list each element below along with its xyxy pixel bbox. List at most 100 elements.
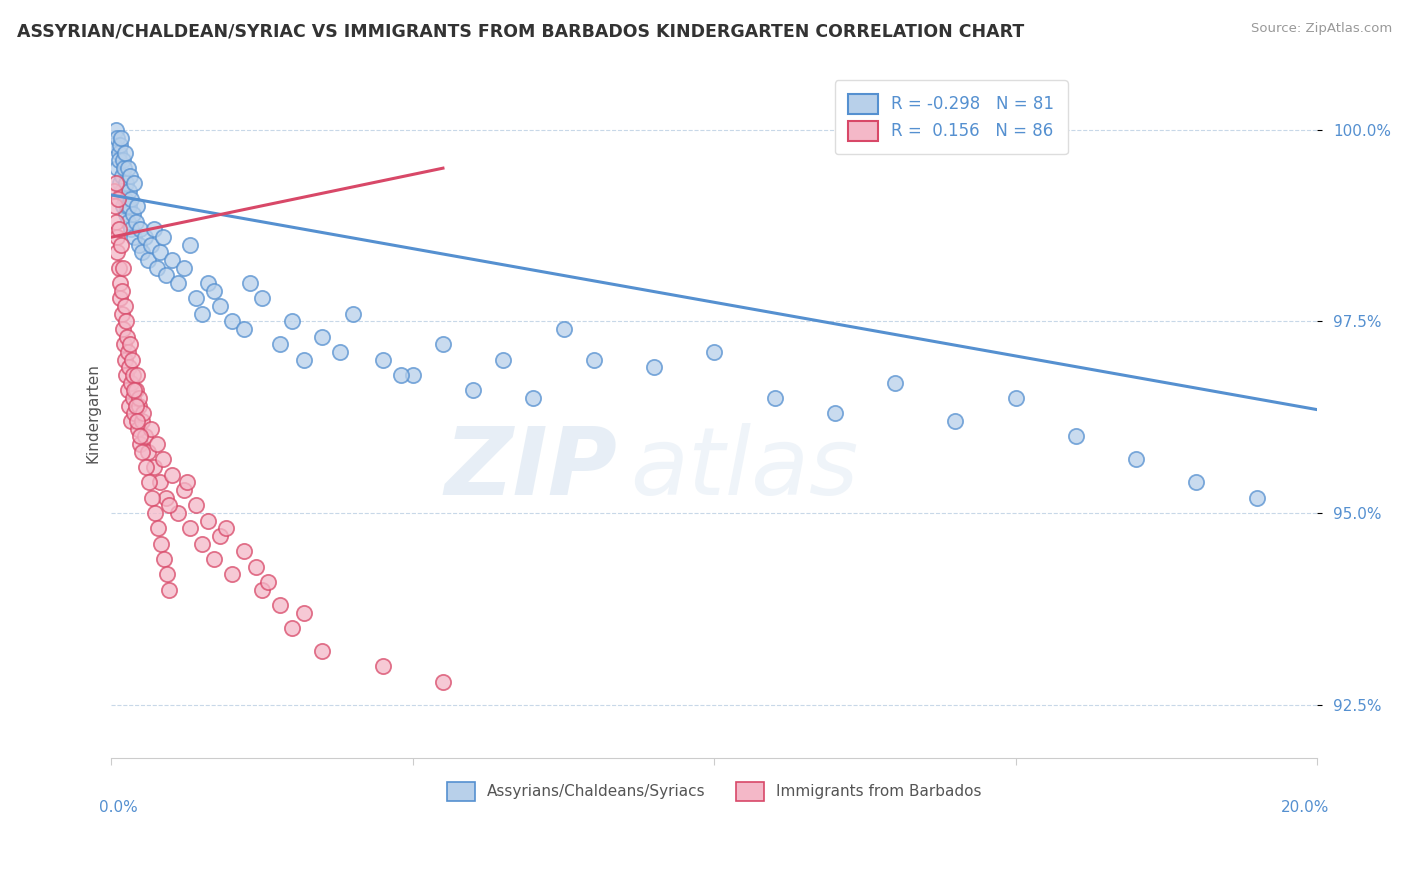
Point (104, 215, 127, 229)
Point (124, 406, 146, 420)
Point (105, 130, 128, 145)
Point (176, 475, 198, 490)
Point (110, 177, 132, 191)
Point (131, 245, 153, 260)
Point (221, 567, 243, 582)
Point (117, 345, 139, 359)
Point (111, 260, 134, 275)
Point (292, 352, 315, 367)
Point (138, 475, 160, 490)
Point (292, 606, 315, 620)
Point (179, 521, 201, 535)
Point (156, 567, 179, 582)
Point (149, 245, 172, 260)
Point (124, 230, 146, 244)
Point (105, 177, 128, 191)
Point (142, 222, 165, 236)
Point (118, 199, 141, 213)
Point (114, 352, 136, 367)
Point (703, 345, 725, 359)
Point (179, 237, 201, 252)
Point (115, 199, 138, 213)
Point (152, 230, 174, 244)
Point (118, 399, 141, 413)
Point (184, 499, 207, 513)
Point (128, 237, 150, 252)
Point (111, 184, 134, 198)
Text: ASSYRIAN/CHALDEAN/SYRIAC VS IMMIGRANTS FROM BARBADOS KINDERGARTEN CORRELATION CH: ASSYRIAN/CHALDEAN/SYRIAC VS IMMIGRANTS F… (17, 22, 1024, 40)
Point (131, 414, 153, 428)
Point (128, 391, 150, 405)
Point (432, 337, 454, 351)
Point (111, 153, 134, 168)
Point (143, 506, 166, 520)
Point (104, 123, 127, 137)
Point (120, 192, 142, 206)
Point (173, 483, 195, 497)
Point (112, 161, 135, 176)
Point (281, 314, 304, 328)
Point (122, 177, 145, 191)
Point (157, 582, 180, 597)
Point (148, 521, 170, 535)
Point (160, 467, 183, 482)
Point (120, 376, 142, 390)
Point (108, 138, 131, 153)
Point (215, 521, 238, 535)
Point (125, 368, 148, 383)
Point (553, 322, 575, 336)
Point (208, 529, 231, 543)
Point (250, 292, 273, 306)
Point (107, 161, 129, 176)
Point (114, 145, 136, 160)
Point (166, 276, 188, 290)
Point (110, 130, 132, 145)
Point (155, 268, 177, 283)
Point (269, 337, 291, 351)
Point (104, 199, 127, 213)
Point (139, 237, 162, 252)
Point (128, 429, 150, 443)
Point (103, 138, 125, 153)
Text: 0.0%: 0.0% (100, 800, 138, 814)
Point (107, 145, 129, 160)
Point (122, 384, 145, 398)
Point (124, 384, 146, 398)
Point (107, 245, 129, 260)
Point (1004, 391, 1026, 405)
Point (105, 230, 128, 244)
Point (117, 215, 139, 229)
Point (191, 307, 214, 321)
Point (371, 659, 394, 673)
Point (257, 575, 280, 590)
Point (128, 399, 150, 413)
Point (643, 360, 665, 375)
Point (239, 276, 262, 290)
Point (121, 352, 143, 367)
Point (103, 184, 125, 198)
Point (120, 414, 142, 428)
Text: 20.0%: 20.0% (1281, 800, 1329, 814)
Point (149, 475, 172, 490)
Point (197, 276, 219, 290)
Point (118, 360, 141, 375)
Point (582, 352, 605, 367)
Point (245, 559, 267, 574)
Point (108, 222, 131, 236)
Point (108, 276, 131, 290)
Point (139, 422, 162, 436)
Point (142, 460, 165, 475)
Point (145, 260, 167, 275)
Point (114, 299, 136, 313)
Point (943, 414, 966, 428)
Point (202, 284, 225, 298)
Point (202, 552, 225, 566)
Point (461, 384, 484, 398)
Point (166, 506, 188, 520)
Point (136, 253, 159, 268)
Point (149, 537, 172, 551)
Point (127, 414, 149, 428)
Point (110, 292, 132, 306)
Point (129, 222, 152, 236)
Point (112, 337, 135, 351)
